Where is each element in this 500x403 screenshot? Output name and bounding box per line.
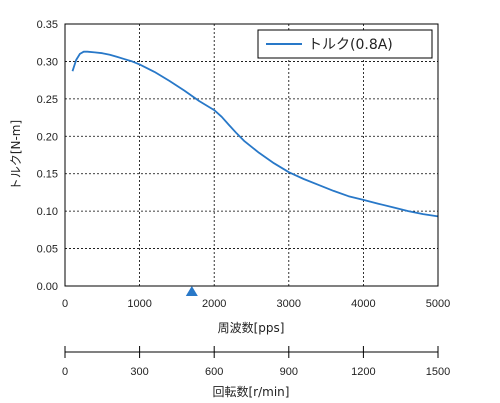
y-tick-label: 0.25: [37, 94, 58, 106]
grid: [65, 24, 438, 286]
legend: トルク(0.8A): [257, 29, 433, 59]
secondary-x-axis-label: 回転数[r/min]: [213, 384, 290, 399]
secondary-tick-label: 300: [130, 366, 148, 378]
secondary-tick-label: 1200: [351, 366, 375, 378]
secondary-tick-label: 0: [62, 366, 68, 378]
x-tick-label: 2000: [202, 298, 226, 310]
x-tick-label: 1000: [127, 298, 151, 310]
y-tick-label: 0.20: [37, 131, 58, 143]
x-tick-label: 5000: [426, 298, 450, 310]
plot-frame: [64, 23, 439, 287]
operating-point-marker: [185, 286, 198, 296]
y-tick-label: 0.15: [37, 169, 58, 181]
y-tick-label: 0.30: [37, 56, 58, 68]
secondary-x-axis: 0 300 600 900 1200 1500: [62, 346, 450, 378]
secondary-tick-label: 900: [280, 366, 298, 378]
y-axis-label: トルク[N-m]: [9, 120, 23, 190]
x-tick-label: 3000: [277, 298, 301, 310]
x-axis-label: 周波数[pps]: [218, 320, 285, 335]
y-tick-label: 0.00: [37, 281, 58, 293]
series-line-0: [71, 50, 439, 218]
y-tick-label: 0.10: [37, 206, 58, 218]
secondary-tick-label: 600: [205, 366, 223, 378]
x-tick-label: 4000: [351, 298, 375, 310]
y-tick-label: 0.05: [37, 244, 58, 256]
tick-labels: 0.00 0.05 0.10 0.15 0.20 0.25 0.30 0.35 0 1000 200…: [37, 19, 451, 310]
secondary-tick-label: 1500: [426, 366, 450, 378]
series: [71, 50, 439, 218]
x-tick-label: 0: [62, 298, 68, 310]
y-tick-label: 0.35: [37, 19, 58, 31]
legend-label: トルク(0.8A): [308, 37, 393, 53]
